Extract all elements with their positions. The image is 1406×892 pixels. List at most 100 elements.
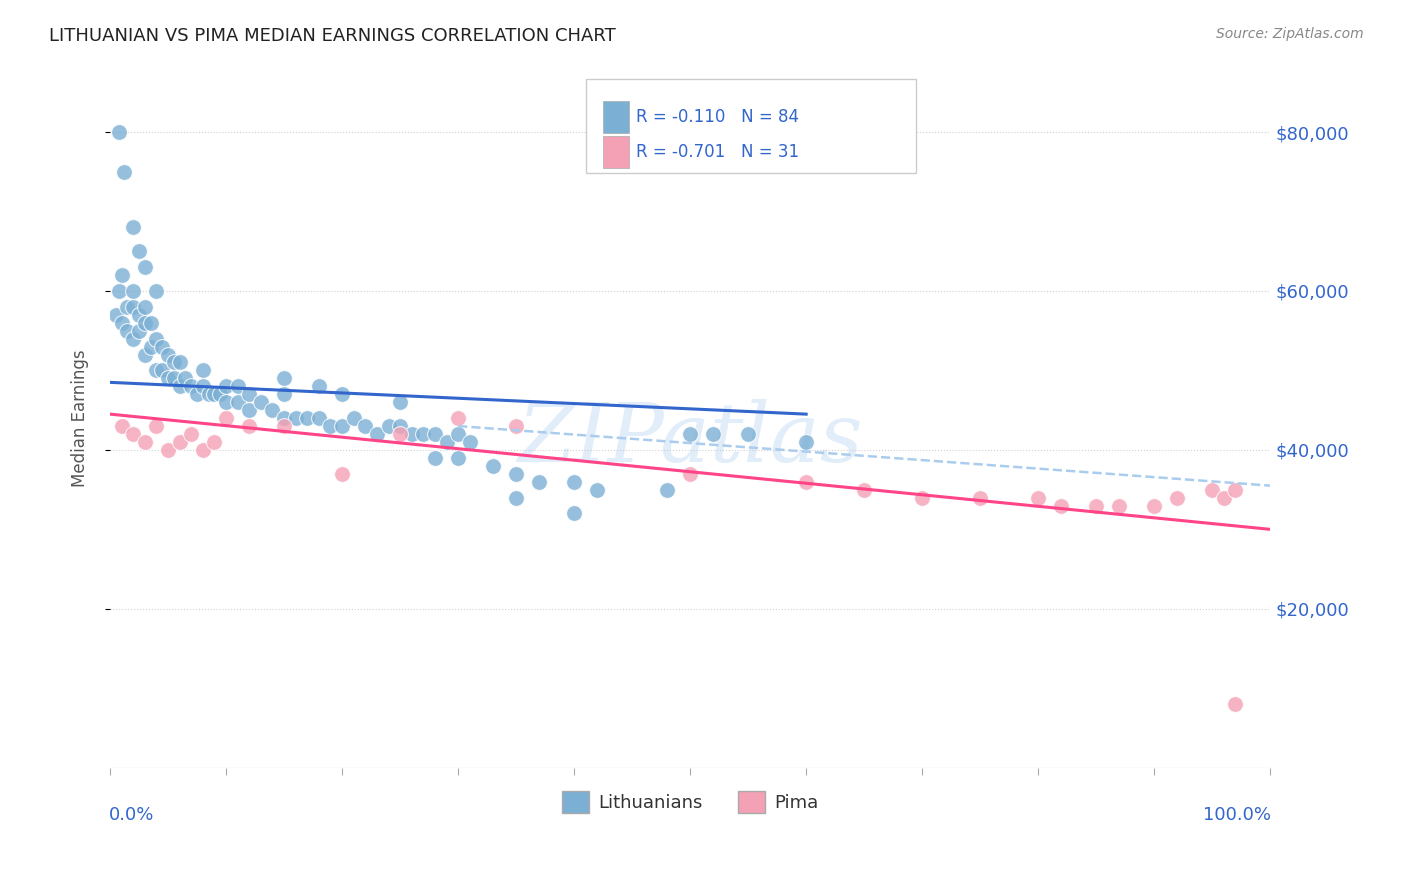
Point [104, 308, 127, 322]
Point [794, 475, 817, 489]
Point [284, 411, 307, 425]
Point [273, 419, 295, 434]
Point [308, 379, 330, 393]
Point [505, 419, 527, 434]
Point [505, 491, 527, 505]
Point [389, 427, 412, 442]
Point [226, 395, 249, 409]
Point [655, 483, 678, 497]
Point [122, 332, 145, 346]
Text: Source: ZipAtlas.com: Source: ZipAtlas.com [1216, 27, 1364, 41]
Point [150, 363, 173, 377]
Point [150, 340, 173, 354]
Point [134, 316, 156, 330]
Point [134, 260, 156, 274]
Point [111, 316, 134, 330]
Point [191, 363, 214, 377]
Point [423, 427, 446, 442]
Point [330, 387, 353, 401]
Point [238, 403, 260, 417]
Point [562, 475, 585, 489]
Point [204, 387, 226, 401]
Text: LITHUANIAN VS PIMA MEDIAN EARNINGS CORRELATION CHART: LITHUANIAN VS PIMA MEDIAN EARNINGS CORRE… [49, 27, 616, 45]
Point [1201, 483, 1223, 497]
Point [128, 324, 150, 338]
Point [215, 379, 238, 393]
Point [169, 434, 191, 449]
Point [794, 434, 817, 449]
Point [204, 434, 226, 449]
Point [157, 442, 180, 457]
Point [389, 395, 412, 409]
Point [319, 419, 342, 434]
Point [273, 371, 295, 385]
Point [911, 491, 934, 505]
Point [145, 284, 167, 298]
Point [679, 467, 702, 481]
Point [111, 268, 134, 282]
Point [238, 387, 260, 401]
Point [586, 483, 609, 497]
Point [145, 363, 167, 377]
Point [128, 308, 150, 322]
Legend: Lithuanians, Pima: Lithuanians, Pima [553, 781, 828, 822]
Point [1166, 491, 1188, 505]
Point [1085, 499, 1108, 513]
Bar [603, 102, 628, 133]
Point [702, 427, 724, 442]
Point [145, 419, 167, 434]
Point [122, 427, 145, 442]
Bar [603, 136, 628, 168]
Point [1212, 491, 1234, 505]
Point [122, 284, 145, 298]
Point [209, 387, 232, 401]
Point [163, 371, 186, 385]
Text: 100.0%: 100.0% [1204, 806, 1271, 824]
Point [108, 284, 131, 298]
Point [169, 379, 191, 393]
Point [174, 371, 197, 385]
Point [122, 300, 145, 314]
Point [134, 347, 156, 361]
Point [505, 467, 527, 481]
Point [1143, 499, 1166, 513]
Point [412, 427, 434, 442]
FancyBboxPatch shape [586, 79, 917, 173]
Point [111, 419, 134, 434]
Point [737, 427, 759, 442]
Point [215, 395, 238, 409]
Text: ZIPatlas: ZIPatlas [517, 399, 863, 479]
Point [163, 355, 186, 369]
Point [1225, 697, 1247, 711]
Point [139, 316, 162, 330]
Point [122, 220, 145, 235]
Point [117, 324, 139, 338]
Text: 0.0%: 0.0% [108, 806, 155, 824]
Point [238, 419, 260, 434]
Point [186, 387, 208, 401]
Point [191, 442, 214, 457]
Point [423, 450, 446, 465]
Point [157, 371, 180, 385]
Point [169, 355, 191, 369]
Point [297, 411, 319, 425]
Point [1108, 499, 1130, 513]
Point [389, 419, 412, 434]
Point [117, 300, 139, 314]
Point [139, 340, 162, 354]
Point [436, 434, 458, 449]
Point [157, 347, 180, 361]
Point [226, 379, 249, 393]
Point [969, 491, 991, 505]
Point [250, 395, 273, 409]
Text: R = -0.110   N = 84: R = -0.110 N = 84 [636, 109, 799, 127]
Point [679, 427, 702, 442]
Point [308, 411, 330, 425]
Point [343, 411, 366, 425]
Point [562, 507, 585, 521]
Point [134, 434, 156, 449]
Point [273, 411, 295, 425]
Point [112, 165, 135, 179]
Point [447, 450, 470, 465]
Point [145, 332, 167, 346]
